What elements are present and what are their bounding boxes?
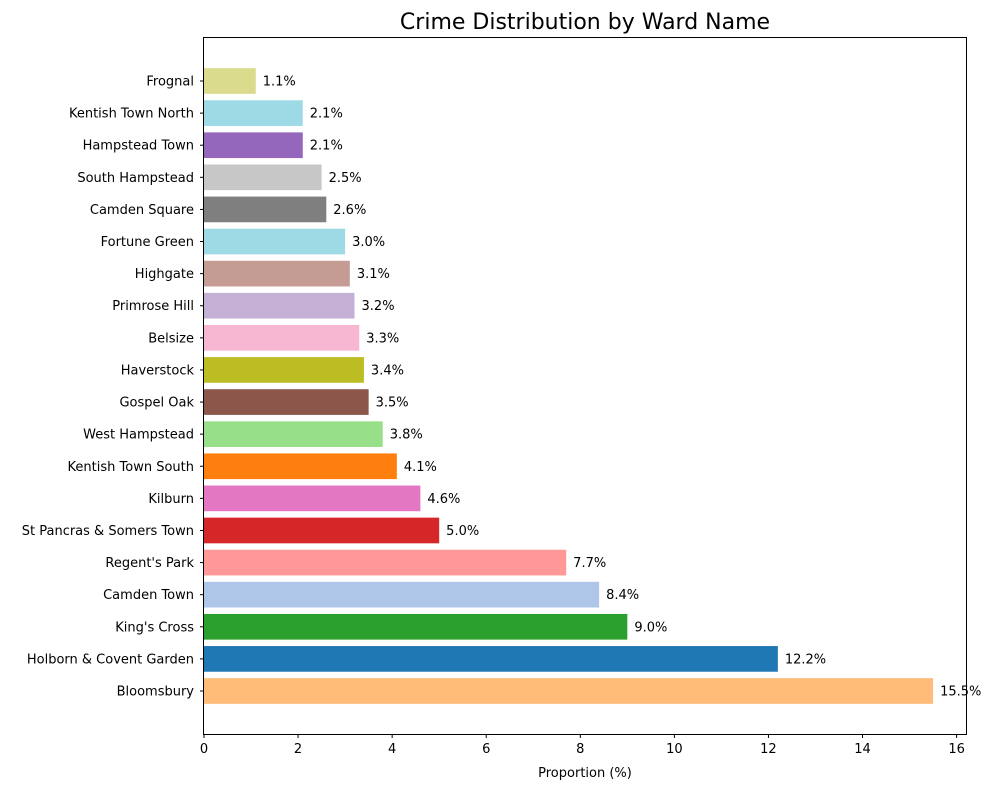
data-label: 15.5%	[940, 685, 981, 700]
y-tick-label: Hampstead Town	[83, 139, 194, 154]
bars-group	[204, 68, 934, 704]
data-label: 3.5%	[376, 396, 409, 411]
data-label: 3.2%	[362, 299, 395, 314]
x-tick-label: 2	[294, 742, 302, 757]
y-tick-label: Gospel Oak	[119, 396, 194, 411]
y-tick-label: Belsize	[148, 331, 194, 346]
bar	[204, 357, 364, 383]
y-tick-label: St Pancras & Somers Town	[22, 524, 194, 539]
bar	[204, 453, 397, 480]
x-axis-ticks: 0 2 4 6 8 10 12 14 16	[200, 734, 965, 757]
y-tick-label: Primrose Hill	[112, 299, 194, 314]
x-tick-label: 4	[388, 742, 396, 757]
data-label: 3.4%	[371, 363, 404, 378]
bar	[204, 260, 350, 287]
x-tick-label: 6	[482, 742, 490, 757]
bar	[204, 68, 256, 94]
bar	[204, 581, 600, 608]
data-label: 4.1%	[404, 460, 437, 475]
bar	[204, 421, 383, 447]
x-tick-label: 10	[666, 742, 683, 757]
x-tick-label: 14	[854, 742, 871, 757]
data-label: 1.1%	[263, 75, 296, 90]
plot-frame	[203, 37, 967, 735]
data-label: 5.0%	[446, 524, 479, 539]
y-tick-label: Camden Town	[103, 588, 194, 603]
data-label: 3.1%	[357, 267, 390, 282]
y-tick-label: Kentish Town South	[68, 460, 194, 475]
data-label: 2.5%	[329, 171, 362, 186]
bar	[204, 292, 355, 319]
y-tick-label: South Hampstead	[77, 171, 194, 186]
bar	[204, 389, 369, 415]
x-tick-label: 16	[948, 742, 965, 757]
bar	[204, 646, 778, 672]
bar	[204, 100, 303, 126]
data-label: 3.0%	[352, 235, 385, 250]
bar	[204, 678, 934, 704]
y-tick-label: Haverstock	[121, 363, 195, 378]
data-label: 7.7%	[573, 556, 606, 571]
bar	[204, 132, 303, 159]
x-tick-label: 12	[760, 742, 777, 757]
data-label: 4.6%	[427, 492, 460, 507]
y-tick-label: Highgate	[135, 267, 194, 282]
data-label: 12.2%	[785, 652, 826, 667]
bar	[204, 485, 421, 512]
y-tick-labels: Bloomsbury Holborn & Covent Garden King's …	[22, 75, 204, 700]
y-tick-label: Camden Square	[90, 203, 194, 218]
data-label: 3.8%	[390, 428, 423, 443]
bar	[204, 549, 567, 576]
x-tick-label: 8	[576, 742, 584, 757]
data-label: 2.6%	[333, 203, 366, 218]
data-label: 9.0%	[634, 620, 667, 635]
bar	[204, 517, 440, 544]
y-tick-label: Kentish Town North	[69, 107, 194, 122]
y-tick-label: Bloomsbury	[117, 685, 195, 700]
y-tick-label: King's Cross	[115, 620, 194, 635]
bar	[204, 325, 360, 351]
y-tick-label: West Hampstead	[83, 428, 194, 443]
bar	[204, 164, 322, 191]
bar	[204, 613, 628, 640]
y-tick-label: Fortune Green	[101, 235, 194, 250]
data-labels: 15.5% 12.2% 9.0% 8.4% 7.7% 5.0% 4.6% 4.1% 3.8% 3.…	[263, 75, 982, 700]
data-label: 3.3%	[366, 331, 399, 346]
bar	[204, 196, 327, 223]
data-label: 2.1%	[310, 107, 343, 122]
data-label: 2.1%	[310, 139, 343, 154]
y-tick-label: Kilburn	[148, 492, 194, 507]
y-tick-label: Holborn & Covent Garden	[27, 652, 194, 667]
x-tick-label: 0	[200, 742, 208, 757]
chart-title: Crime Distribution by Ward Name	[400, 10, 770, 35]
bar	[204, 228, 346, 255]
data-label: 8.4%	[606, 588, 639, 603]
x-axis-label: Proportion (%)	[538, 766, 632, 781]
y-tick-label: Regent's Park	[105, 556, 194, 571]
y-tick-label: Frognal	[146, 75, 194, 90]
